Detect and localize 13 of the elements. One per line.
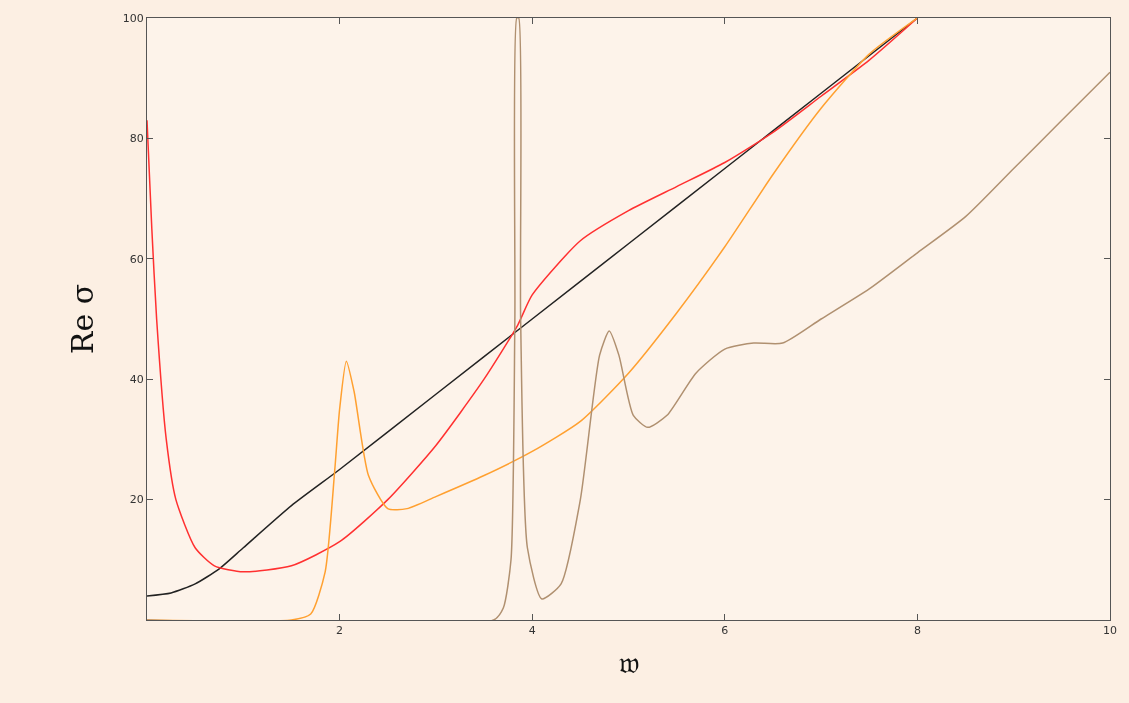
- y-tick-label: 60: [129, 252, 144, 266]
- x-tick-label: 2: [336, 624, 344, 638]
- y-axis-title: Re σ: [64, 283, 100, 355]
- y-tick-label: 80: [129, 132, 144, 146]
- line-series: [147, 18, 1110, 620]
- x-tick-label: 6: [721, 624, 729, 638]
- y-tick-label: 100: [122, 11, 144, 25]
- x-tick-label: 4: [528, 624, 536, 638]
- y-tick-label: 40: [129, 373, 144, 387]
- x-axis-title: 𝔴: [618, 644, 639, 680]
- y-tick-label: 20: [129, 493, 144, 507]
- x-tick-label: 10: [1103, 624, 1117, 638]
- x-tick-label: 8: [913, 624, 921, 638]
